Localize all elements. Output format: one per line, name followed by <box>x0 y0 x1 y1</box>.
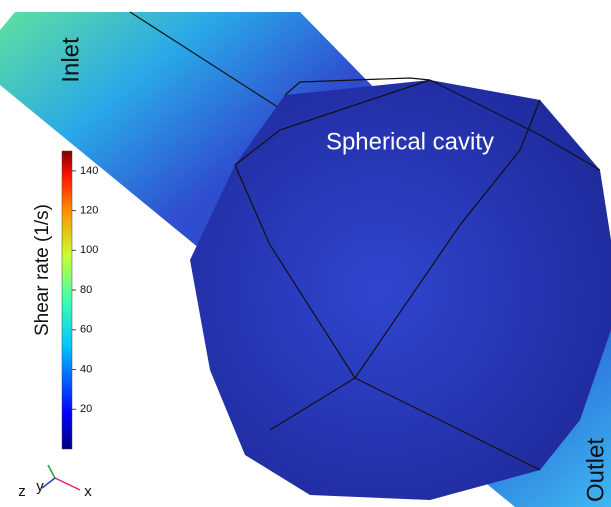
colorbar-title: Shear rate (1/s) <box>32 204 53 336</box>
axis-z: z <box>18 483 26 500</box>
axis-x: x <box>84 483 92 500</box>
tick-label: 40 <box>80 363 92 375</box>
tick-label: 20 <box>80 403 92 415</box>
tick-label: 80 <box>80 284 92 296</box>
inlet-label: Inlet <box>57 37 84 83</box>
axis-triad <box>42 465 80 490</box>
tick-label: 60 <box>80 324 92 336</box>
colorbar-ticks: 20 40 60 80 100 120 140 <box>72 165 98 415</box>
cavity-label: Spherical cavity <box>326 128 494 155</box>
figure: Inlet Outlet Spherical cavity Shear rate… <box>0 0 611 507</box>
tick-label: 140 <box>80 165 98 177</box>
axis-y: y <box>36 478 44 495</box>
colorbar <box>62 151 72 449</box>
tick-label: 120 <box>80 205 98 217</box>
tick-label: 100 <box>80 244 98 256</box>
outlet-label: Outlet <box>582 438 609 502</box>
